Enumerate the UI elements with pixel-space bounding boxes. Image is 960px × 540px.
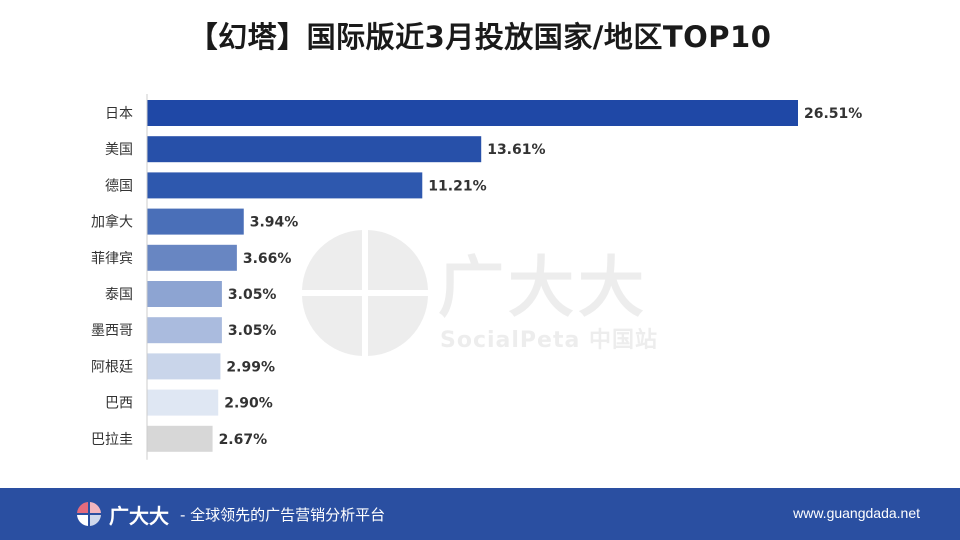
category-label: 加拿大 xyxy=(91,214,133,231)
value-label: 2.67% xyxy=(219,432,268,448)
category-label: 泰国 xyxy=(105,287,133,303)
brand-logo-icon xyxy=(77,502,101,526)
category-label: 德国 xyxy=(105,178,133,194)
category-label: 菲律宾 xyxy=(91,251,133,267)
watermark-logo-icon xyxy=(302,230,428,356)
bar xyxy=(147,208,244,235)
value-label: 3.94% xyxy=(250,215,299,231)
category-label: 美国 xyxy=(105,142,133,158)
bar xyxy=(147,244,237,271)
value-label: 3.05% xyxy=(228,323,277,339)
footer-bar: 广大大 - 全球领先的广告营销分析平台 www.guangdada.net xyxy=(0,488,960,540)
category-label: 巴拉圭 xyxy=(91,432,133,448)
category-label: 墨西哥 xyxy=(91,323,133,339)
value-label: 3.05% xyxy=(228,287,277,303)
value-label: 13.61% xyxy=(487,142,545,158)
bar xyxy=(147,136,482,163)
category-label: 日本 xyxy=(105,106,133,122)
bar xyxy=(147,281,222,307)
bar-chart: 日本 26.51% 美国 13.61% 德国 11.21% 加拿大 3.94% 菲律宾 3.66%… xyxy=(91,94,862,460)
bar xyxy=(147,425,213,452)
footer-slogan: - 全球领先的广告营销分析平台 xyxy=(180,506,386,524)
bar xyxy=(147,100,798,126)
bar xyxy=(147,172,423,199)
watermark: 广大大 SocialPeta 中国站 xyxy=(300,228,690,358)
watermark-brand: 广大大 xyxy=(438,249,648,326)
value-label: 2.99% xyxy=(226,359,275,375)
category-label: 巴西 xyxy=(105,396,133,412)
value-label: 11.21% xyxy=(428,178,486,194)
bar xyxy=(147,389,219,416)
category-label: 阿根廷 xyxy=(91,359,133,375)
watermark-subtitle: SocialPeta 中国站 xyxy=(440,328,658,353)
bar xyxy=(147,353,221,380)
footer-brand: 广大大 xyxy=(109,504,169,528)
chart-title: 【幻塔】国际版近3月投放国家/地区TOP10 xyxy=(188,20,772,54)
value-label: 26.51% xyxy=(804,106,862,122)
bar xyxy=(147,317,222,344)
footer-url[interactable]: www.guangdada.net xyxy=(793,505,920,521)
value-label: 3.66% xyxy=(243,251,292,267)
value-label: 2.90% xyxy=(224,396,273,412)
